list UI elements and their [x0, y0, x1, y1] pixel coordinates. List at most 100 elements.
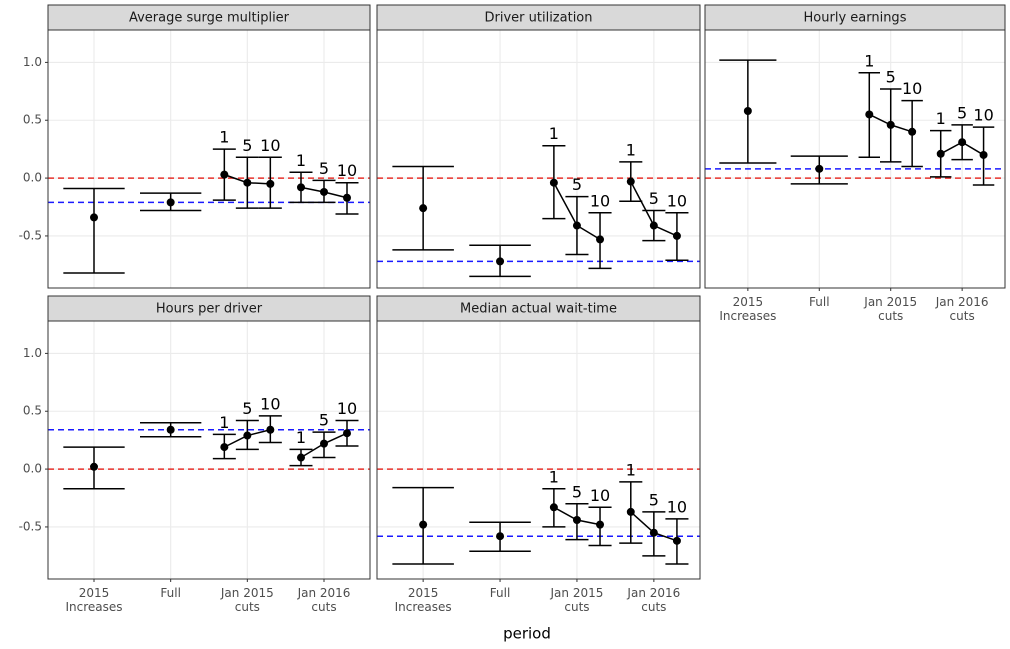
panel-background — [48, 30, 370, 288]
y-tick-label: 0.5 — [23, 404, 42, 418]
point — [297, 453, 305, 462]
point — [626, 177, 635, 186]
point-label: 10 — [590, 191, 610, 210]
point-label: 1 — [864, 51, 874, 70]
panel-border — [376, 29, 701, 289]
x-axis-label: period — [503, 625, 551, 643]
point — [166, 425, 175, 434]
point-label: 10 — [337, 399, 357, 418]
x-tick-label: Full — [490, 586, 511, 600]
panel-title: Hours per driver — [156, 302, 263, 317]
point-label: 5 — [242, 136, 252, 155]
point — [936, 149, 945, 158]
point — [166, 198, 175, 207]
strip-background — [47, 295, 371, 322]
point — [596, 520, 605, 529]
panel-background — [377, 321, 700, 579]
point — [549, 503, 558, 512]
point — [243, 431, 252, 440]
strip-background — [704, 4, 1006, 31]
x-tick-label: Jan 2016 cuts — [297, 586, 351, 614]
x-tick-label: Jan 2015 cuts — [220, 586, 274, 614]
panel-border — [47, 29, 371, 289]
point — [626, 507, 635, 516]
point — [649, 221, 658, 230]
panel-title: Median actual wait-time — [460, 302, 617, 317]
y-tick-label: -0.5 — [19, 228, 42, 242]
point — [266, 179, 275, 188]
point-label: 1 — [296, 151, 306, 170]
point-label: 10 — [260, 394, 280, 413]
point — [672, 536, 681, 545]
point — [320, 187, 328, 196]
x-tick-label: Jan 2015 cuts — [863, 295, 917, 323]
point-label: 5 — [572, 175, 582, 194]
point-label: 5 — [957, 103, 967, 122]
point-label: 1 — [626, 460, 636, 479]
point — [220, 170, 229, 179]
point — [419, 204, 428, 213]
x-tick-label: Jan 2016 cuts — [935, 295, 989, 323]
y-tick-label: 0.0 — [23, 462, 42, 476]
point-label: 10 — [667, 497, 687, 516]
point — [908, 127, 917, 136]
y-tick-label: 0.0 — [23, 171, 42, 185]
point-label: 10 — [667, 191, 687, 210]
point-label: 5 — [572, 482, 582, 501]
point — [596, 235, 605, 244]
x-tick-label: 2015 Increases — [395, 586, 452, 614]
x-tick-label: Full — [809, 295, 830, 309]
point — [865, 110, 874, 119]
point-label: 1 — [296, 428, 306, 447]
point — [343, 193, 351, 202]
panel-border — [376, 320, 701, 580]
point — [343, 429, 351, 438]
point-label: 5 — [649, 189, 659, 208]
point — [979, 150, 988, 159]
point-label: 10 — [590, 486, 610, 505]
point-label: 1 — [549, 124, 559, 143]
point — [419, 520, 428, 529]
point — [886, 120, 895, 129]
point — [90, 213, 98, 222]
strip-background — [376, 295, 701, 322]
y-tick-label: 0.5 — [23, 113, 42, 127]
point — [320, 439, 328, 448]
panel-title: Average surge multiplier — [129, 11, 290, 26]
point-label: 1 — [219, 413, 229, 432]
point — [958, 138, 967, 147]
y-tick-label: -0.5 — [19, 519, 42, 533]
point-label: 10 — [973, 106, 993, 125]
point — [496, 532, 505, 541]
panel-background — [48, 321, 370, 579]
panel-border — [47, 320, 371, 580]
point-label: 10 — [260, 136, 280, 155]
point — [496, 257, 505, 266]
point-label: 5 — [886, 68, 896, 87]
point-label: 5 — [242, 399, 252, 418]
y-tick-label: 1.0 — [23, 55, 42, 69]
x-tick-label: Jan 2015 cuts — [550, 586, 604, 614]
panel-border — [704, 29, 1006, 289]
point — [572, 515, 581, 524]
point-label: 1 — [219, 128, 229, 147]
point — [572, 221, 581, 230]
x-tick-label: 2015 Increases — [719, 295, 776, 323]
point-label: 5 — [319, 159, 329, 178]
panel-background — [377, 30, 700, 288]
x-tick-label: Full — [160, 586, 181, 600]
panel-title: Hourly earnings — [804, 11, 907, 26]
strip-background — [47, 4, 371, 31]
point — [743, 106, 752, 115]
point — [672, 231, 681, 240]
point — [90, 462, 98, 471]
point — [549, 178, 558, 187]
x-tick-label: 2015 Increases — [65, 586, 122, 614]
point — [243, 178, 252, 187]
point-label: 5 — [319, 411, 329, 430]
point — [266, 425, 275, 434]
y-tick-label: 1.0 — [23, 346, 42, 360]
point-label: 1 — [936, 109, 946, 128]
point — [649, 528, 658, 537]
